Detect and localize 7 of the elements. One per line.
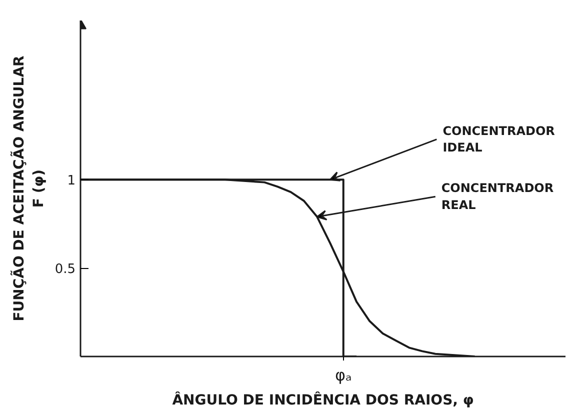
y-tick-label: 1	[67, 174, 76, 189]
y-tick-label: 0.5	[54, 262, 76, 278]
x-axis-title: ÂNGULO DE INCIDÊNCIA DOS RAIOS, φ	[172, 392, 474, 408]
annotation: CONCENTRADOR IDEAL	[442, 124, 555, 155]
y-axis-title: FUNÇÃO DE ACEITAÇÃO ANGULAR F (φ)	[10, 55, 47, 322]
x-tick-label: φₐ	[334, 366, 352, 384]
annotation: CONCENTRADOR REAL	[441, 181, 554, 212]
